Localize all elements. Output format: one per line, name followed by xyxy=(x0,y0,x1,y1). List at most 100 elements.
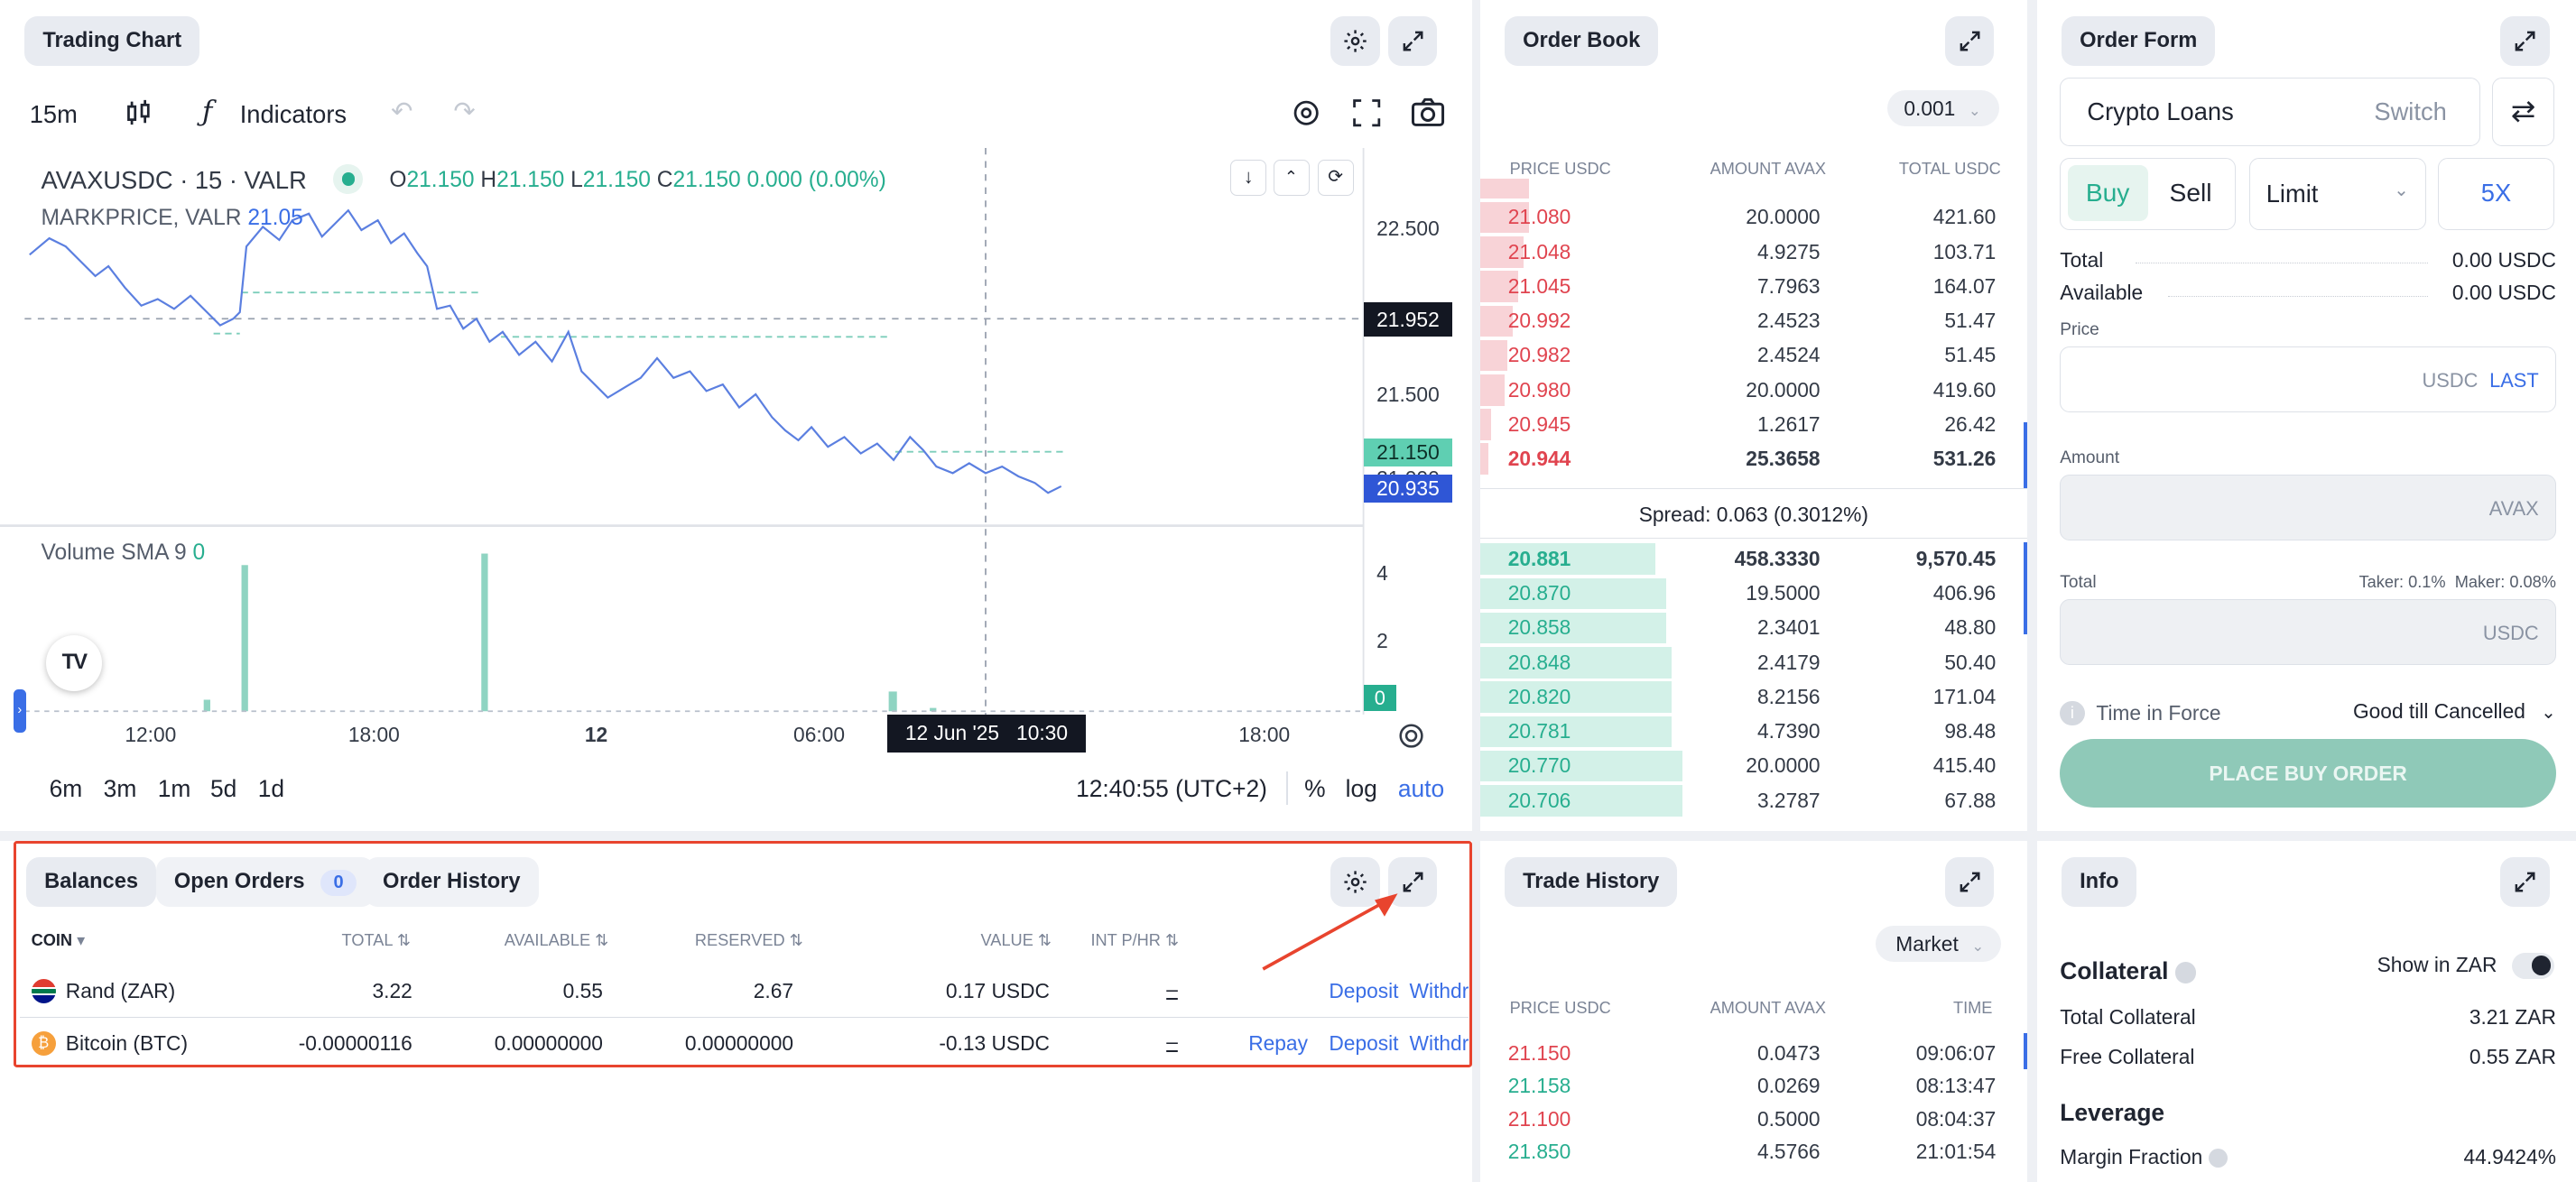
expand-icon xyxy=(1960,872,1980,892)
col-coin[interactable]: COIN ▾ xyxy=(31,930,86,949)
depth-bar xyxy=(1479,271,1519,302)
range-3m[interactable]: 3m xyxy=(103,775,137,803)
step-select[interactable]: 0.001 ⌄ xyxy=(1887,90,1999,127)
orderbook-expand-button[interactable] xyxy=(1944,16,1995,66)
camera-icon[interactable] xyxy=(1410,97,1446,129)
bid-row[interactable]: 20.848 2.4179 50.40 xyxy=(1479,645,2027,679)
price: 20.980 xyxy=(1507,377,1571,402)
auto-toggle[interactable]: auto xyxy=(1397,775,1445,803)
chart-settings-icon[interactable] xyxy=(1290,97,1322,129)
ask-row[interactable]: 21.080 20.0000 421.60 xyxy=(1479,200,2027,235)
deposit-link[interactable]: Deposit xyxy=(1329,1030,1399,1055)
orderform-panel: Order Form Crypto Loans Switch ⇄ Buy Sel… xyxy=(2036,0,2576,831)
ask-row[interactable]: 20.980 20.0000 419.60 xyxy=(1479,373,2027,407)
ask-row[interactable]: 20.945 1.2617 26.42 xyxy=(1479,407,2027,441)
range-1m[interactable]: 1m xyxy=(157,775,191,803)
bid-row[interactable]: 20.781 4.7390 98.48 xyxy=(1479,715,2027,749)
buy-tab[interactable]: Buy xyxy=(2067,164,2148,221)
fullscreen-icon[interactable] xyxy=(1350,97,1383,129)
collapse-button[interactable]: ⌃ xyxy=(1273,159,1310,196)
tif-select[interactable]: Good till Cancelled ⌄ xyxy=(2352,699,2556,724)
trades-filter-select[interactable]: Market ⌄ xyxy=(1876,926,2001,963)
info-expand-button[interactable] xyxy=(2500,857,2550,907)
price-input[interactable]: USDC LAST xyxy=(2060,346,2556,412)
mode-selector[interactable]: Crypto Loans Switch xyxy=(2060,77,2481,146)
last-price-button[interactable]: LAST xyxy=(2489,368,2539,392)
bid-row[interactable]: 20.770 20.0000 415.40 xyxy=(1479,749,2027,783)
price-chart[interactable] xyxy=(0,147,1472,755)
show-zar-toggle[interactable] xyxy=(2511,952,2555,979)
sidebar-toggle[interactable]: › xyxy=(13,689,27,733)
orderform-expand-button[interactable] xyxy=(2500,16,2550,66)
switch-link[interactable]: Switch xyxy=(2374,97,2447,126)
margin-fraction-value: 44.9424% xyxy=(2463,1144,2556,1168)
sell-tab[interactable]: Sell xyxy=(2169,177,2212,207)
ask-row[interactable]: 20.944 25.3658 531.26 xyxy=(1479,442,2027,476)
repay-link[interactable]: Repay xyxy=(1248,1030,1308,1055)
deposit-link[interactable]: Deposit xyxy=(1329,978,1399,1002)
expand-icon xyxy=(1960,31,1980,51)
percent-toggle[interactable]: % xyxy=(1304,775,1326,803)
amount: 2.4523 xyxy=(1756,309,1821,333)
chart-settings-button[interactable] xyxy=(1330,16,1380,66)
depth-bar xyxy=(1479,784,1683,817)
bid-row[interactable]: 20.858 2.3401 48.80 xyxy=(1479,611,2027,645)
interval-selector[interactable]: 15m xyxy=(29,100,78,129)
col-total[interactable]: TOTAL ⇅ xyxy=(341,930,412,949)
bid-row[interactable]: 20.706 3.2787 67.88 xyxy=(1479,783,2027,817)
leverage-heading: Leverage xyxy=(2060,1098,2165,1126)
scroll-down-button[interactable]: ↓ xyxy=(1230,159,1267,196)
balances-expand-button[interactable] xyxy=(1387,857,1438,907)
bid-row[interactable]: 20.820 8.2156 171.04 xyxy=(1479,679,2027,714)
log-toggle[interactable]: log xyxy=(1345,775,1377,803)
ask-row[interactable]: 21.048 4.9275 103.71 xyxy=(1479,235,2027,269)
reset-button[interactable]: ⟳ xyxy=(1317,159,1354,196)
tab-trading-chart[interactable]: Trading Chart xyxy=(24,16,200,66)
withdraw-link[interactable]: Withdr xyxy=(1409,1030,1469,1055)
tab-info[interactable]: Info xyxy=(2062,857,2137,907)
tab-balances[interactable]: Balances xyxy=(26,857,157,907)
chart-expand-button[interactable] xyxy=(1387,16,1438,66)
col-available[interactable]: AVAILABLE ⇅ xyxy=(504,930,609,949)
range-6m[interactable]: 6m xyxy=(49,775,83,803)
col-value[interactable]: VALUE ⇅ xyxy=(980,930,1052,949)
tab-order-book[interactable]: Order Book xyxy=(1505,16,1659,66)
undo-icon[interactable]: ↶ xyxy=(391,97,413,126)
amount: 7.7963 xyxy=(1756,273,1821,298)
col-reserved[interactable]: RESERVED ⇅ xyxy=(694,930,803,949)
axis-settings-icon[interactable] xyxy=(1398,723,1424,749)
chart-clock: 12:40:55 (UTC+2) xyxy=(1076,775,1267,803)
leverage-button[interactable]: 5X xyxy=(2437,157,2555,230)
withdraw-link[interactable]: Withdr xyxy=(1409,978,1469,1002)
tab-order-form[interactable]: Order Form xyxy=(2062,16,2216,66)
tab-open-orders[interactable]: Open Orders 0 xyxy=(155,857,375,907)
amount: 4.7390 xyxy=(1756,719,1821,743)
spread-bar: Spread: 0.063 (0.3012%) xyxy=(1479,487,2027,539)
place-order-button[interactable]: PLACE BUY ORDER xyxy=(2060,739,2556,808)
candles-icon[interactable] xyxy=(124,98,153,128)
ask-row[interactable]: 20.982 2.4524 51.45 xyxy=(1479,338,2027,373)
order-type-select[interactable]: Limit ⌄ xyxy=(2248,157,2427,230)
swap-button[interactable]: ⇄ xyxy=(2491,77,2555,146)
col-int[interactable]: INT P/HR ⇅ xyxy=(1090,930,1180,949)
crosshair-price: 21.952 xyxy=(1363,301,1452,337)
bid-row[interactable]: 20.870 19.5000 406.96 xyxy=(1479,577,2027,611)
tradingview-logo[interactable]: TV xyxy=(45,635,102,692)
expand-icon xyxy=(1403,872,1423,892)
ask-row[interactable]: 21.045 7.7963 164.07 xyxy=(1479,269,2027,303)
trades-expand-button[interactable] xyxy=(1944,857,1995,907)
amount-input[interactable]: AVAX xyxy=(2060,474,2556,540)
balances-settings-button[interactable] xyxy=(1330,857,1380,907)
redo-icon[interactable]: ↷ xyxy=(453,97,476,126)
open-orders-count: 0 xyxy=(320,870,357,897)
ohlc-readout: O21.150 H21.150 L21.150 C21.150 0.000 (0… xyxy=(389,167,886,192)
tab-order-history[interactable]: Order History xyxy=(365,857,539,907)
volume-label: Volume SMA 9 0 xyxy=(41,540,206,565)
ask-row[interactable]: 20.992 2.4523 51.47 xyxy=(1479,304,2027,338)
tab-trade-history[interactable]: Trade History xyxy=(1505,857,1678,907)
total-input[interactable]: USDC xyxy=(2060,599,2556,666)
bid-row[interactable]: 20.881 458.3330 9,570.45 xyxy=(1479,542,2027,577)
indicators-button[interactable]: Indicators xyxy=(239,100,347,129)
range-5d[interactable]: 5d xyxy=(209,775,237,803)
range-1d[interactable]: 1d xyxy=(257,775,285,803)
